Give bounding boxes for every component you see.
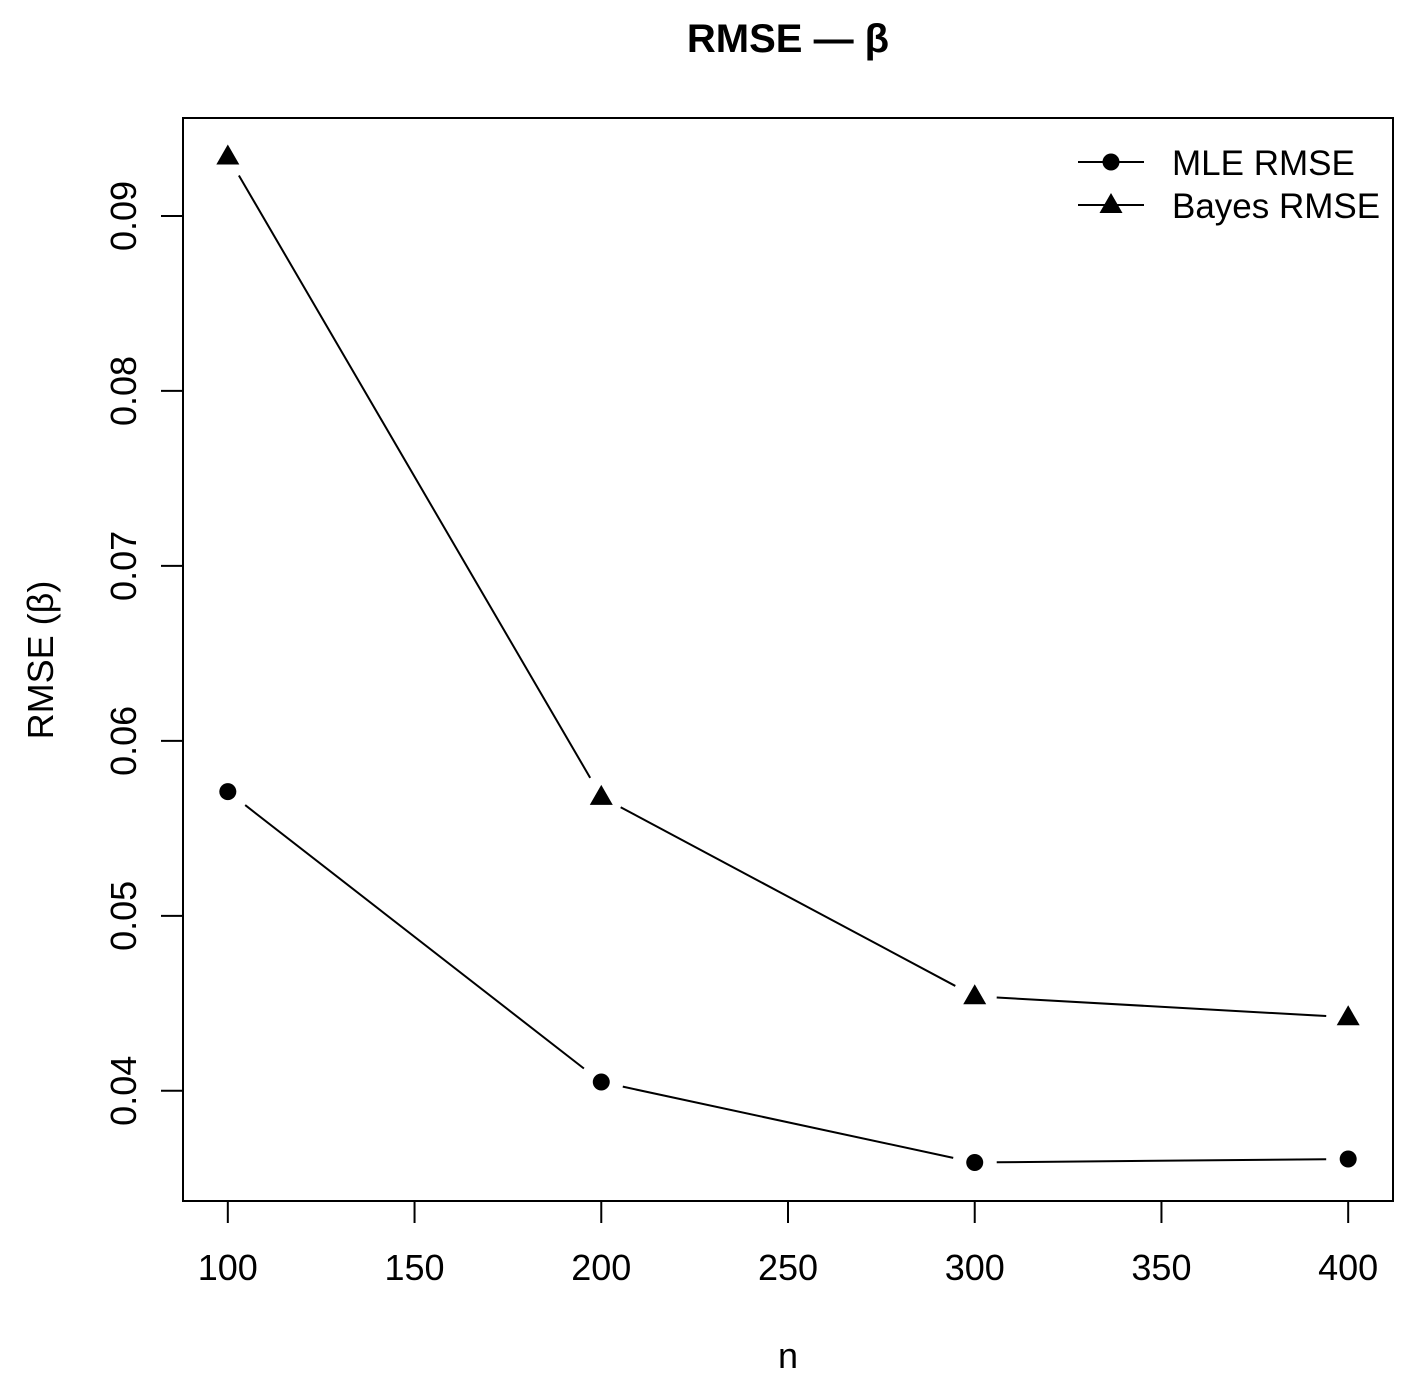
y-tick-label: 0.04 — [103, 1056, 144, 1126]
data-point-circle-marker — [966, 1154, 984, 1172]
data-point-triangle-marker — [216, 144, 240, 165]
y-tick-label: 0.05 — [103, 881, 144, 951]
x-axis-title: n — [778, 1335, 798, 1376]
y-tick-label: 0.09 — [103, 181, 144, 251]
x-axis-ticks: 100 150 200 250 300 350 400 — [198, 1201, 1378, 1288]
y-tick-label: 0.08 — [103, 356, 144, 426]
data-point-triangle-marker — [1336, 1005, 1360, 1026]
legend-triangle-marker — [1099, 193, 1123, 213]
y-axis-ticks: 0.04 0.05 0.06 0.07 0.08 0.09 — [103, 181, 183, 1126]
x-tick-label: 400 — [1318, 1247, 1378, 1288]
series-line-segment — [996, 1158, 1327, 1164]
series-triangle — [216, 144, 1360, 1026]
chart-title: RMSE — β — [687, 17, 889, 61]
x-tick-label: 200 — [571, 1247, 631, 1288]
series-line-segment — [996, 996, 1327, 1018]
series-line-segment — [244, 804, 585, 1070]
data-series — [216, 144, 1360, 1172]
legend-item-label: MLE RMSE — [1172, 144, 1355, 183]
series-line-segment — [622, 1085, 954, 1159]
x-tick-label: 250 — [758, 1247, 818, 1288]
y-tick-label: 0.06 — [103, 706, 144, 776]
series-line-segment — [620, 806, 956, 987]
x-tick-label: 100 — [198, 1247, 258, 1288]
legend-item-label: Bayes RMSE — [1172, 187, 1380, 226]
series-line-segment — [238, 174, 592, 779]
y-tick-label: 0.07 — [103, 531, 144, 601]
data-point-circle-marker — [1339, 1150, 1357, 1168]
series-circle — [219, 783, 1357, 1172]
y-axis-title: RMSE (β) — [20, 581, 61, 740]
plot-border — [182, 117, 1394, 1202]
data-point-triangle-marker — [589, 784, 613, 805]
legend: MLE RMSE Bayes RMSE — [1078, 144, 1380, 226]
legend-circle-marker — [1102, 153, 1120, 171]
data-point-circle-marker — [219, 783, 237, 801]
x-tick-label: 350 — [1131, 1247, 1191, 1288]
x-tick-label: 300 — [945, 1247, 1005, 1288]
x-tick-label: 150 — [385, 1247, 445, 1288]
data-point-circle-marker — [592, 1073, 610, 1091]
data-point-triangle-marker — [963, 984, 987, 1005]
